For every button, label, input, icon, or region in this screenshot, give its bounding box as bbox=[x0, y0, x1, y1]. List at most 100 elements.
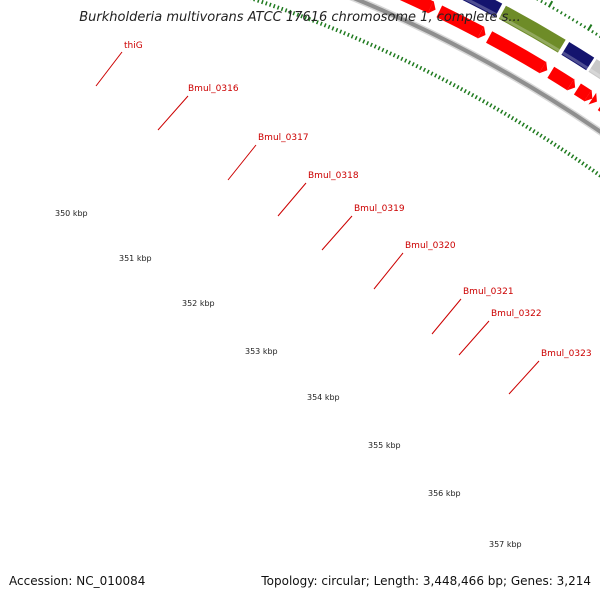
inner-scale-tick bbox=[386, 50, 388, 54]
inner-scale-tick bbox=[522, 123, 524, 126]
inner-scale-tick bbox=[416, 64, 418, 68]
inner-scale-tick bbox=[543, 136, 545, 139]
gene-label: Bmul_0317 bbox=[258, 133, 309, 143]
inner-scale-tick bbox=[431, 72, 433, 76]
inner-scale-tick bbox=[427, 70, 429, 74]
inner-scale-tick bbox=[468, 91, 470, 95]
gene-label: thiG bbox=[124, 41, 143, 51]
inner-scale-tick bbox=[438, 76, 440, 80]
kbp-label: 354 kbp bbox=[307, 393, 340, 402]
inner-scale-tick bbox=[554, 143, 556, 146]
inner-scale-tick bbox=[435, 74, 437, 78]
inner-scale-tick bbox=[464, 89, 466, 93]
cds-arrow-body bbox=[489, 37, 542, 67]
inner-scale-tick bbox=[409, 61, 411, 65]
inner-scale-tick bbox=[533, 130, 535, 133]
genome-summary: Topology: circular; Length: 3,448,466 bp… bbox=[261, 574, 591, 588]
inner-scale-tick bbox=[355, 36, 357, 40]
scale-tick bbox=[596, 33, 598, 36]
inner-scale-tick bbox=[493, 106, 495, 109]
inner-scale-tick bbox=[374, 45, 376, 49]
scale-tick bbox=[588, 25, 592, 31]
inner-scale-tick bbox=[363, 40, 365, 44]
kbp-label: 355 kbp bbox=[368, 441, 401, 450]
inner-scale-tick bbox=[461, 87, 463, 91]
inner-scale-tick bbox=[479, 97, 481, 100]
inner-scale-tick bbox=[390, 52, 392, 56]
gene-label-leader bbox=[459, 321, 489, 355]
inner-scale-tick bbox=[490, 104, 492, 107]
kbp-label: 353 kbp bbox=[245, 347, 278, 356]
inner-scale-tick bbox=[336, 28, 338, 32]
cds-arrow-body bbox=[551, 72, 571, 84]
inner-scale-tick bbox=[344, 31, 346, 35]
inner-scale-tick bbox=[575, 157, 577, 160]
inner-scale-tick bbox=[405, 59, 407, 63]
inner-scale-tick bbox=[472, 93, 474, 97]
kbp-label: 357 kbp bbox=[489, 540, 522, 549]
kbp-label: 352 kbp bbox=[182, 299, 215, 308]
inner-scale-tick bbox=[382, 48, 384, 52]
inner-scale-tick bbox=[475, 95, 477, 98]
gene-label: Bmul_0319 bbox=[354, 204, 405, 214]
map-title: Burkholderia multivorans ATCC 17616 chro… bbox=[0, 10, 600, 25]
inner-scale-tick bbox=[340, 30, 342, 34]
scale-tick bbox=[541, 0, 542, 3]
inner-scale-tick bbox=[557, 145, 559, 148]
gene-label: Bmul_0322 bbox=[491, 309, 542, 319]
gene-label-leader bbox=[96, 52, 122, 86]
accession-label: Accession: NC_010084 bbox=[9, 574, 145, 588]
gene-label: Bmul_0316 bbox=[188, 84, 239, 94]
inner-scale-tick bbox=[561, 148, 563, 151]
inner-scale-tick bbox=[589, 167, 591, 170]
inner-scale-tick bbox=[486, 102, 488, 105]
inner-scale-tick bbox=[420, 66, 422, 70]
inner-scale-tick bbox=[508, 114, 510, 117]
inner-scale-tick bbox=[359, 38, 361, 42]
scale-tick bbox=[549, 1, 552, 7]
inner-scale-tick bbox=[254, 0, 255, 1]
inner-scale-tick bbox=[401, 57, 403, 61]
inner-scale-tick bbox=[397, 55, 399, 59]
inner-scale-tick bbox=[393, 53, 395, 57]
gene-label-leader bbox=[228, 145, 256, 180]
inner-scale-tick bbox=[457, 85, 459, 89]
kbp-label: 351 kbp bbox=[119, 254, 152, 263]
inner-scale-tick bbox=[497, 108, 499, 111]
inner-scale-tick bbox=[595, 171, 597, 174]
cds-arrow-body bbox=[376, 0, 431, 7]
kbp-label: 356 kbp bbox=[428, 489, 461, 498]
cds-arrow-body bbox=[577, 89, 587, 96]
inner-scale-tick bbox=[568, 152, 570, 155]
inner-scale-tick bbox=[262, 0, 263, 4]
gene-label-leader bbox=[374, 253, 403, 289]
inner-scale-tick bbox=[515, 119, 517, 122]
scale-tick bbox=[545, 2, 546, 5]
inner-scale-tick bbox=[367, 41, 369, 45]
inner-scale-tick bbox=[424, 68, 426, 72]
gene-label-leader bbox=[322, 216, 352, 250]
inner-scale-tick bbox=[332, 27, 334, 31]
inner-scale-tick bbox=[258, 0, 259, 3]
inner-scale-tick bbox=[511, 116, 513, 119]
inner-scale-tick bbox=[351, 35, 353, 39]
inner-scale-tick bbox=[571, 155, 573, 158]
inner-scale-tick bbox=[277, 6, 278, 10]
inner-scale-tick bbox=[274, 4, 275, 8]
inner-scale-tick bbox=[550, 141, 552, 144]
inner-scale-tick bbox=[378, 46, 380, 50]
inner-scale-tick bbox=[519, 121, 521, 124]
gene-label-leader bbox=[509, 361, 539, 394]
inner-scale-tick bbox=[504, 112, 506, 115]
inner-scale-tick bbox=[266, 2, 267, 6]
inner-scale-tick bbox=[371, 43, 373, 47]
gene-label-leader bbox=[278, 183, 306, 216]
inner-scale-tick bbox=[270, 3, 271, 7]
inner-scale-tick bbox=[442, 78, 444, 82]
gene-label: Bmul_0321 bbox=[463, 287, 514, 297]
gene-label-leader bbox=[432, 299, 461, 334]
gene-label: Bmul_0323 bbox=[541, 349, 592, 359]
inner-scale-tick bbox=[483, 100, 485, 103]
inner-scale-tick bbox=[348, 33, 350, 37]
